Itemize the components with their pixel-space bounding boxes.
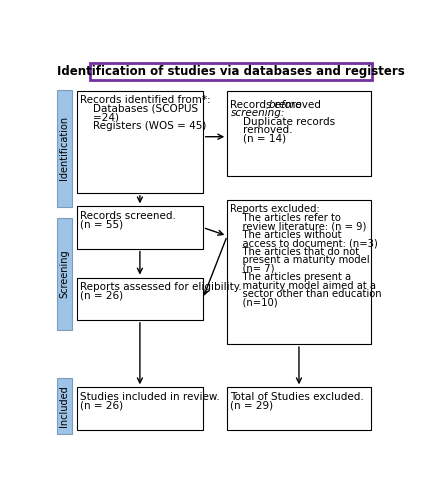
FancyBboxPatch shape [56,90,72,207]
Text: (n = 55): (n = 55) [80,220,123,230]
FancyBboxPatch shape [56,378,72,434]
Text: screening:: screening: [230,108,285,118]
Text: Studies included in review.: Studies included in review. [80,392,220,402]
FancyBboxPatch shape [77,206,203,248]
Text: present a maturity model: present a maturity model [230,255,370,265]
Text: (n=10): (n=10) [230,298,278,308]
Text: (n = 29): (n = 29) [230,400,274,410]
FancyBboxPatch shape [77,91,203,193]
Text: Total of Studies excluded.: Total of Studies excluded. [230,392,364,402]
FancyBboxPatch shape [227,387,371,430]
Text: Identification: Identification [59,116,69,180]
Text: Registers (WOS = 45): Registers (WOS = 45) [80,121,207,131]
Text: removed.: removed. [230,125,293,135]
FancyBboxPatch shape [90,64,373,80]
Text: (n= 7): (n= 7) [230,264,275,274]
FancyBboxPatch shape [77,387,203,430]
Text: before: before [269,100,303,110]
Text: =24): =24) [80,112,120,122]
Text: The articles refer to: The articles refer to [230,213,341,223]
Text: Identification of studies via databases and registers: Identification of studies via databases … [57,65,405,78]
Text: access to document: (n=3): access to document: (n=3) [230,238,378,248]
Text: (n = 26): (n = 26) [80,400,123,410]
Text: Screening: Screening [59,250,69,298]
Text: Records identified from*:: Records identified from*: [80,96,211,106]
FancyBboxPatch shape [56,218,72,330]
Text: The articles that do not: The articles that do not [230,246,360,256]
Text: Databases (SCOPUS: Databases (SCOPUS [80,104,198,114]
Text: Records removed: Records removed [230,100,325,110]
Text: maturity model aimed at a: maturity model aimed at a [230,280,376,290]
Text: Included: Included [59,386,69,427]
FancyBboxPatch shape [227,200,371,344]
FancyBboxPatch shape [77,278,203,320]
Text: (n = 26): (n = 26) [80,290,123,300]
Text: review literature: (n = 9): review literature: (n = 9) [230,222,367,232]
Text: (n = 14): (n = 14) [230,134,287,143]
FancyBboxPatch shape [227,91,371,176]
Text: Reports excluded:: Reports excluded: [230,204,320,214]
Text: Duplicate records: Duplicate records [230,116,336,126]
Text: The articles without: The articles without [230,230,342,240]
Text: The articles present a: The articles present a [230,272,352,282]
Text: Records screened.: Records screened. [80,211,176,221]
Text: sector other than education: sector other than education [230,289,382,299]
Text: Reports assessed for eligibility.: Reports assessed for eligibility. [80,282,242,292]
